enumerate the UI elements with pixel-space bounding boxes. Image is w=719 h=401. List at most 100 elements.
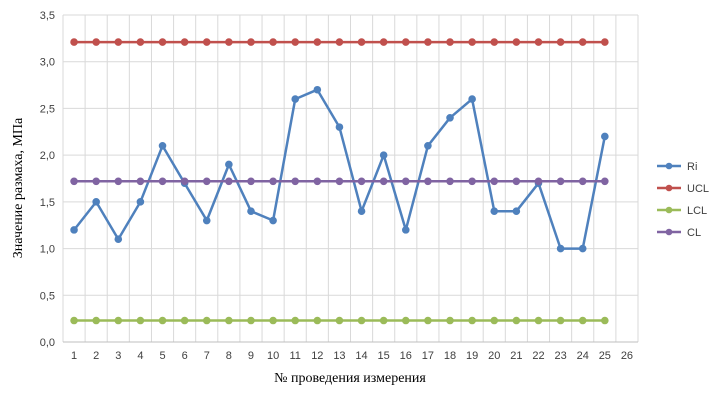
data-point-lcl xyxy=(92,316,100,325)
series-group xyxy=(70,38,609,325)
data-point-cl xyxy=(269,177,277,186)
data-point-ucl xyxy=(468,38,476,46)
data-point-ri xyxy=(114,235,123,244)
y-tick-label: 2,0 xyxy=(40,150,55,162)
data-point-cl xyxy=(357,177,366,186)
data-point-cl xyxy=(424,177,432,186)
data-point-ri xyxy=(379,151,388,159)
data-point-ucl xyxy=(578,38,587,46)
data-point-ri xyxy=(512,207,521,215)
legend-item-lcl: LCL xyxy=(657,205,707,217)
data-point-lcl xyxy=(114,316,123,325)
y-tick-label: 3,0 xyxy=(40,57,55,69)
data-point-lcl xyxy=(534,316,543,325)
data-point-cl xyxy=(446,177,454,186)
data-point-lcl xyxy=(70,316,78,325)
tick-labels: 0,00,51,01,52,02,53,03,51 2 3 4 5 6 7 8 9 10 11 12 1… xyxy=(40,10,633,362)
x-tick-label: 2 xyxy=(93,350,99,362)
x-tick-label: 10 xyxy=(267,350,279,362)
y-tick-label: 0,0 xyxy=(40,337,55,349)
x-tick-label: 22 xyxy=(532,350,544,362)
y-axis-title: Значение размаха, МПа xyxy=(11,117,26,258)
data-point-ri xyxy=(225,160,233,169)
x-tick-label: 15 xyxy=(378,350,390,362)
legend-item-ri: Ri xyxy=(657,161,697,173)
data-point-cl xyxy=(225,177,233,186)
y-tick-label: 1,5 xyxy=(40,197,55,209)
data-point-cl xyxy=(70,177,78,186)
data-point-ri xyxy=(401,226,410,234)
legend: Ri UCL LCL CL xyxy=(657,161,709,239)
data-point-ucl xyxy=(601,38,609,46)
data-point-lcl xyxy=(225,316,233,325)
legend-swatch-marker xyxy=(665,228,673,236)
x-tick-label: 26 xyxy=(621,350,633,362)
data-point-ucl xyxy=(424,38,432,46)
data-point-cl xyxy=(247,177,255,186)
data-point-cl xyxy=(468,177,476,186)
y-tick-label: 3,5 xyxy=(40,10,55,22)
x-tick-label: 6 xyxy=(182,350,188,362)
data-point-lcl xyxy=(357,316,366,325)
legend-item-ucl: UCL xyxy=(657,183,709,195)
data-point-ri xyxy=(269,216,277,225)
data-point-ri xyxy=(446,113,454,122)
data-point-ucl xyxy=(313,38,322,46)
data-point-ri xyxy=(578,244,587,253)
x-tick-label: 8 xyxy=(226,350,232,362)
x-tick-label: 23 xyxy=(554,350,566,362)
data-point-lcl xyxy=(379,316,388,325)
data-point-ucl xyxy=(269,38,277,46)
y-tick-label: 1,0 xyxy=(40,244,55,256)
data-point-lcl xyxy=(446,316,454,325)
data-point-cl xyxy=(180,177,189,186)
data-point-lcl xyxy=(401,316,410,325)
legend-item-cl: CL xyxy=(657,227,701,239)
data-point-lcl xyxy=(424,316,432,325)
data-point-ucl xyxy=(92,38,100,46)
y-tick-label: 2,5 xyxy=(40,103,55,115)
data-point-ucl xyxy=(556,38,565,46)
legend-label: LCL xyxy=(687,205,707,217)
x-tick-label: 4 xyxy=(137,350,143,362)
x-tick-label: 17 xyxy=(422,350,434,362)
data-point-ri xyxy=(313,85,322,94)
data-point-lcl xyxy=(556,316,565,325)
x-tick-label: 11 xyxy=(290,350,301,362)
data-point-cl xyxy=(202,177,211,186)
series-cl xyxy=(70,177,609,186)
data-point-ri xyxy=(136,198,145,206)
data-point-ri xyxy=(556,244,565,253)
x-tick-label: 12 xyxy=(311,350,323,362)
data-point-lcl xyxy=(601,316,609,325)
legend-label: CL xyxy=(687,227,701,239)
x-tick-label: 13 xyxy=(333,350,345,362)
data-point-lcl xyxy=(335,316,344,325)
series-ucl xyxy=(70,38,609,46)
x-axis-title: № проведения измерения xyxy=(274,371,426,386)
data-point-lcl xyxy=(269,316,277,325)
series-line-ri xyxy=(73,88,607,250)
data-point-cl xyxy=(401,177,410,186)
data-point-cl xyxy=(291,177,300,186)
x-tick-label: 21 xyxy=(510,350,522,362)
data-point-cl xyxy=(534,177,543,186)
legend-swatch-marker xyxy=(665,206,673,214)
x-tick-label: 3 xyxy=(115,350,121,362)
data-point-cl xyxy=(601,177,609,186)
x-tick-label: 19 xyxy=(466,350,478,362)
data-point-lcl xyxy=(136,316,145,325)
data-point-ri xyxy=(247,207,255,215)
data-point-ri xyxy=(357,207,366,215)
data-point-lcl xyxy=(202,316,211,325)
data-point-cl xyxy=(578,177,587,186)
x-tick-label: 20 xyxy=(488,350,500,362)
legend-label: Ri xyxy=(687,161,697,173)
data-point-lcl xyxy=(158,316,167,325)
data-point-cl xyxy=(313,177,322,186)
series-ri xyxy=(70,85,609,253)
x-tick-label: 9 xyxy=(248,350,254,362)
x-tick-label: 5 xyxy=(159,350,165,362)
